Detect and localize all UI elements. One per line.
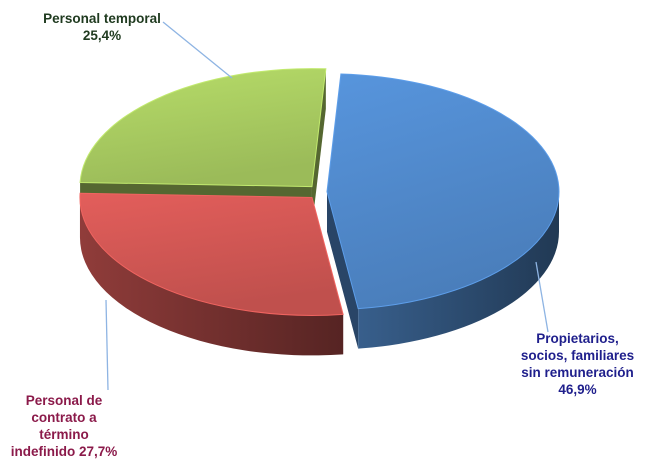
label-line: Personal de (25, 393, 103, 408)
slice-side-wall (79, 197, 344, 356)
slice-1 (326, 73, 560, 310)
label-line: sin remuneración (521, 365, 634, 380)
label-propietarios: Propietarios, socios, familiares sin rem… (505, 330, 645, 398)
leader-line-1 (535, 261, 549, 333)
slice-cut-face (311, 68, 326, 227)
label-value: 25,4% (82, 28, 122, 43)
label-line: socios, familiares (520, 348, 635, 363)
label-value: indefinido 27,7% (10, 444, 118, 459)
slice-cut-face (326, 191, 359, 349)
label-personal-contrato: Personal de contrato a término indefinid… (0, 392, 128, 460)
label-line: Propietarios, (536, 331, 619, 346)
slice-side-wall (358, 191, 559, 349)
slice-2 (79, 192, 344, 316)
leader-line-2 (105, 299, 109, 391)
pie-slices (79, 68, 560, 356)
label-value: 46,9% (558, 382, 597, 397)
label-personal-temporal: Personal temporal 25,4% (22, 10, 182, 44)
leader-line-3 (162, 21, 233, 79)
label-line: Personal temporal (43, 11, 161, 26)
label-line: término (39, 427, 89, 442)
slice-3 (79, 68, 327, 188)
label-line: contrato a (31, 410, 97, 425)
